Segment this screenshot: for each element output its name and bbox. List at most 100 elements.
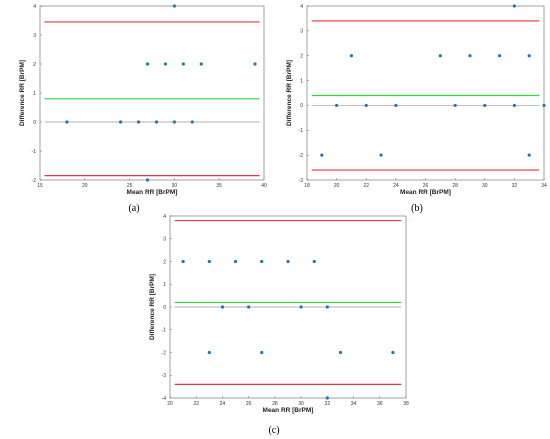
y-tick-label: -1 [32,149,37,155]
x-tick-label: 20 [334,183,340,189]
data-point [286,259,290,264]
y-tick-label: -1 [299,128,304,134]
x-tick-label: 32 [325,401,331,407]
data-point [335,103,339,108]
x-axis-label: Mean RR [BrPM] [400,189,451,196]
data-point [172,4,176,8]
data-point [512,103,516,108]
x-axis-label: Mean RR [BrPM] [263,407,314,414]
y-tick-label: 3 [163,237,166,243]
data-point [391,350,395,355]
data-point [172,120,176,124]
chart-panel-1: 15 20 25 30 35 40 -2 -1 0 1 2 3 4 Mean RR [BrPM] Diffe… [19,4,267,214]
data-point [207,350,211,355]
y-tick-label: -3 [299,178,304,184]
y-tick-label: 4 [300,4,303,10]
data-point [527,54,531,58]
y-axis-label: Difference RR [BrPM] [286,60,293,126]
data-point [379,153,383,157]
data-point [163,62,168,66]
x-tick-label: 28 [272,401,278,407]
panel-label: (b) [411,203,423,214]
data-point [136,120,141,124]
data-point [253,62,257,66]
data-point [233,259,238,264]
data-point [199,62,203,66]
x-tick-label: 26 [423,183,429,189]
data-point [320,153,324,157]
data-point [483,103,487,108]
data-point [527,153,531,157]
y-tick-label: 2 [33,62,36,68]
data-point [468,54,472,58]
y-tick-label: 1 [300,78,303,84]
y-tick-label: -2 [32,178,37,184]
data-point [325,396,329,400]
x-tick-label: 28 [452,183,458,189]
x-tick-label: 36 [377,401,383,407]
x-tick-label: 25 [127,183,133,189]
y-tick-label: -1 [162,328,167,334]
y-tick-label: -2 [162,350,167,356]
y-tick-label: 1 [33,91,36,97]
x-tick-label: 34 [541,183,547,189]
y-tick-label: 0 [163,305,166,311]
y-axis-label: Difference RR [BrPM] [149,274,156,340]
data-point [497,54,502,58]
x-tick-label: 38 [403,401,409,407]
data-point [453,103,457,108]
y-tick-label: 2 [163,259,166,265]
data-point [364,103,368,108]
x-tick-label: 34 [351,401,357,407]
data-point [299,305,303,309]
x-tick-label: 40 [261,183,267,189]
data-point [394,103,398,108]
data-point [512,4,516,8]
y-tick-label: 0 [33,120,36,126]
x-tick-label: 30 [172,183,178,189]
data-point [181,62,185,66]
data-point [260,350,264,355]
y-tick-label: 0 [300,103,303,109]
data-point [325,305,329,309]
data-point [181,259,185,264]
data-point [65,120,69,124]
x-tick-label: 24 [220,401,226,407]
data-point [190,120,194,124]
data-point [220,305,225,309]
x-tick-label: 35 [216,183,222,189]
y-axis-label: Difference RR [BrPM] [19,60,26,126]
x-tick-label: 30 [482,183,488,189]
x-tick-label: 20 [82,183,88,189]
x-tick-label: 22 [363,183,369,189]
x-tick-label: 24 [393,183,399,189]
x-tick-label: 22 [193,401,199,407]
x-tick-label: 30 [298,401,304,407]
x-tick-label: 20 [167,401,173,407]
x-axis-label: Mean RR [BrPM] [127,189,178,196]
data-point [207,259,211,264]
y-tick-label: 3 [300,29,303,35]
data-point [542,103,546,108]
y-tick-label: -2 [299,153,304,159]
data-point [247,305,251,309]
x-tick-label: 32 [512,183,518,189]
y-tick-label: 2 [300,54,303,60]
data-point [260,259,264,264]
data-point [349,54,354,58]
data-point [119,120,123,124]
plot-frame [39,5,265,181]
x-tick-label: 18 [304,183,310,189]
y-tick-label: 3 [33,33,36,39]
x-tick-label: 15 [37,183,43,189]
panel-label: (a) [128,203,139,214]
y-tick-label: -4 [162,396,167,402]
y-tick-label: 4 [33,4,36,10]
data-point [145,62,150,66]
y-tick-label: 4 [163,214,166,220]
y-tick-label: -3 [162,373,167,379]
plot-frame [306,5,545,181]
data-point [438,54,442,58]
